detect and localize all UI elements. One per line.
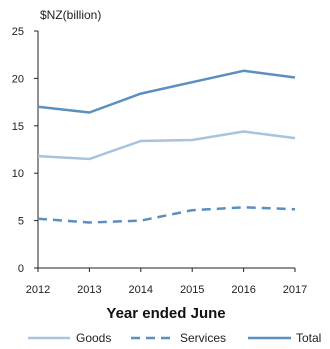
x-tick-label: 2016 — [231, 284, 255, 296]
legend-label-services: Services — [180, 331, 226, 345]
y-tick-label: 25 — [12, 26, 24, 38]
y-tick-label: 0 — [18, 263, 24, 275]
x-tick-label: 2012 — [26, 284, 50, 296]
x-axis-title: Year ended June — [106, 305, 225, 322]
x-tick-label: 2013 — [77, 284, 101, 296]
x-tick-label: 2015 — [180, 284, 204, 296]
x-tick-label: 2014 — [129, 284, 153, 296]
series-layer — [37, 69, 296, 224]
y-tick-label: 10 — [12, 168, 24, 180]
x-tick-label: 2017 — [283, 284, 307, 296]
x-axis-ticks: 2012 2013 2014 2015 2016 2017 — [26, 268, 307, 296]
series-line-services — [37, 206, 296, 224]
series-line-total — [37, 69, 296, 114]
y-axis-ticks: 0 5 10 15 20 25 — [12, 26, 38, 275]
y-tick-label: 15 — [12, 121, 24, 133]
legend-label-total: Total — [296, 331, 321, 345]
y-tick-label: 20 — [12, 73, 24, 85]
series-line-goods — [37, 130, 296, 161]
legend: Goods Services Total — [28, 331, 321, 345]
y-axis-unit-label: $NZ(billion) — [40, 8, 101, 22]
y-tick-label: 5 — [18, 216, 24, 228]
legend-label-goods: Goods — [76, 331, 111, 345]
